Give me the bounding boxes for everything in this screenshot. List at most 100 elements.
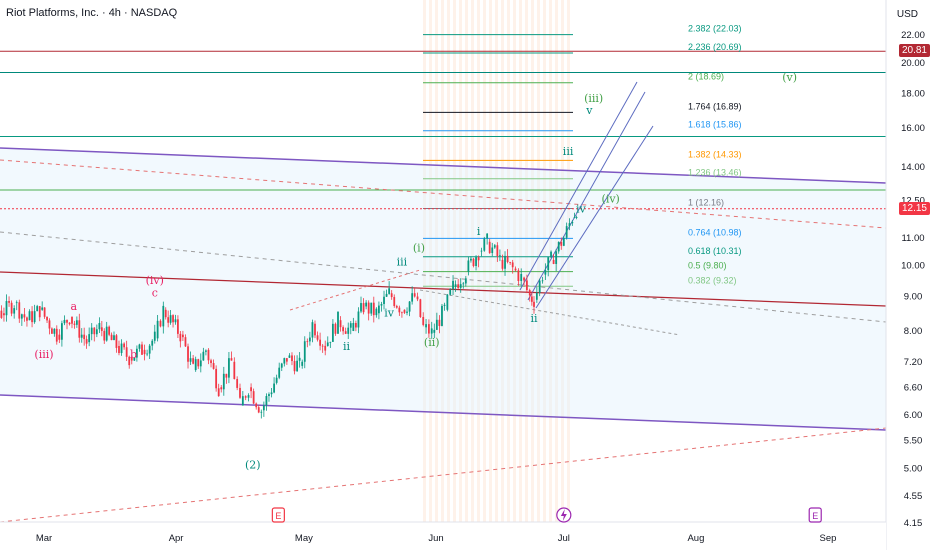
wave-label: (i) <box>413 241 425 254</box>
candle-body <box>390 293 393 298</box>
candle-body <box>268 394 270 397</box>
price-tick-label: 4.55 <box>904 491 923 502</box>
candle-body <box>557 241 560 252</box>
candle-body <box>58 334 61 340</box>
svg-text:E: E <box>812 511 818 521</box>
candle-body <box>260 411 263 413</box>
candle-body <box>388 288 391 294</box>
candle-body <box>262 405 265 411</box>
time-tick-label: Aug <box>687 533 704 544</box>
fib-level-label: 0.382 (9.32) <box>688 275 737 285</box>
price-tick-label: 5.00 <box>904 463 923 474</box>
candle-body <box>48 320 51 329</box>
candle-body <box>205 350 207 352</box>
candle-body <box>225 373 228 378</box>
fib-level-label: 1.382 (14.33) <box>688 149 742 159</box>
candle-body <box>550 251 552 258</box>
wave-label: (2) <box>245 458 261 471</box>
price-tick-label: 5.50 <box>904 436 923 447</box>
candle-body <box>51 328 53 334</box>
candle-body <box>202 351 205 361</box>
price-tick-label: 14.00 <box>901 162 925 173</box>
candle-body <box>278 367 281 378</box>
earnings-event-icon[interactable]: E <box>271 507 285 523</box>
candle-body <box>413 293 416 297</box>
candle-body <box>560 241 563 246</box>
candle-body <box>568 223 571 227</box>
candle-body <box>130 357 133 361</box>
candle-body <box>298 357 301 361</box>
candle-body <box>3 313 5 316</box>
impulse-channel-line <box>535 125 654 309</box>
fib-level-label: 0.5 (9.80) <box>688 261 727 271</box>
candle-body <box>547 257 550 271</box>
candle-body <box>151 340 154 346</box>
price-tick-label: 12.50 <box>901 195 925 206</box>
candle-body <box>430 328 433 334</box>
candle-body <box>189 358 192 362</box>
symbol-title[interactable]: Riot Platforms, Inc. · 4h · NASDAQ <box>6 7 178 19</box>
candle-body <box>483 238 486 251</box>
candle-body <box>270 392 273 395</box>
wave-label: c <box>152 287 158 300</box>
candle-body <box>41 307 44 310</box>
candle-body <box>187 346 189 362</box>
price-tick-label: 10.00 <box>901 261 925 272</box>
price-tick-label: 20.00 <box>901 58 925 69</box>
candle-body <box>85 339 88 344</box>
candle-body <box>95 329 98 335</box>
candle-body <box>71 316 73 324</box>
candle-body <box>38 306 41 318</box>
candle-body <box>352 322 355 331</box>
wave-label: iv <box>384 307 395 320</box>
candle-body <box>383 296 385 305</box>
candle-body <box>220 387 223 390</box>
last-price-badge: 12.15 <box>898 201 930 215</box>
fib-level-label: 1.236 (13.46) <box>688 168 742 178</box>
candle-body <box>446 294 449 310</box>
split-event-icon[interactable] <box>556 507 572 523</box>
candle-body <box>493 245 496 248</box>
candle-body <box>303 341 306 362</box>
candle-body <box>115 335 118 348</box>
candle-body <box>103 330 106 341</box>
candle-body <box>143 349 146 355</box>
candle-body <box>530 296 533 302</box>
candle-body <box>378 305 380 314</box>
candle-body <box>5 301 8 316</box>
wave-label: i <box>477 225 481 238</box>
candle-body <box>212 363 215 369</box>
candle-body <box>273 383 275 393</box>
candle-body <box>26 317 28 321</box>
candle-body <box>244 396 247 398</box>
dashed-wave-line <box>289 269 421 311</box>
candle-body <box>562 238 565 246</box>
candle-body <box>326 342 329 346</box>
price-tick-label: 16.00 <box>901 123 925 134</box>
candle-body <box>301 361 304 366</box>
candle-body <box>100 327 103 331</box>
fib-level-label: 1 (12.16) <box>688 197 724 207</box>
price-badge-red-line: 20.81 <box>898 44 930 58</box>
candle-body <box>146 353 149 355</box>
fib-level-label: 2.236 (20.69) <box>688 42 742 52</box>
candle-body <box>184 337 187 347</box>
candle-body <box>496 245 499 257</box>
candle-body <box>331 323 334 342</box>
candle-body <box>159 320 162 327</box>
fib-level-label: 2.382 (22.03) <box>688 24 742 34</box>
candle-body <box>573 217 576 219</box>
candle-body <box>321 345 324 347</box>
price-tick-label: 22.00 <box>901 30 925 41</box>
candle-body <box>217 388 220 397</box>
fib-level-label: 1.764 (16.89) <box>688 101 742 111</box>
candle-body <box>380 304 383 306</box>
candle-body <box>552 259 555 264</box>
time-tick-label: Jul <box>558 533 570 544</box>
candle-body <box>80 334 83 338</box>
candle-body <box>233 361 236 380</box>
time-tick-label: Sep <box>820 533 837 544</box>
wave-label: (iv) <box>602 193 620 206</box>
earnings-event-icon[interactable]: E <box>808 507 822 523</box>
